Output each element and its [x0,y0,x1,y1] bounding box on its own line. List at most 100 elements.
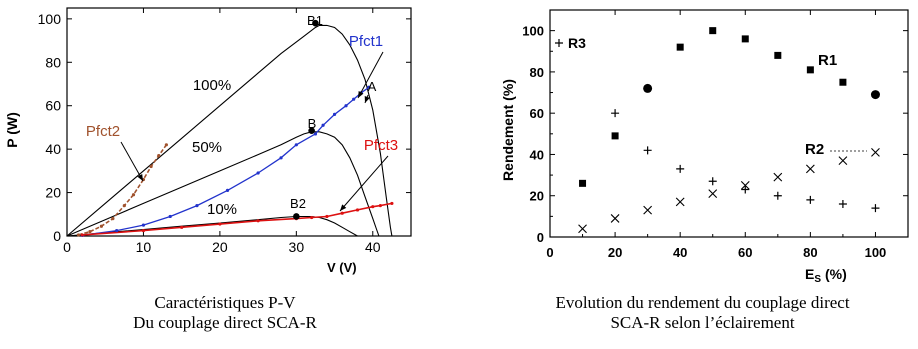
curve-pfct1-point [294,143,298,147]
point-r1 [806,66,814,74]
right-x-axis-label-sub: S [814,274,821,285]
left-annotation-label: 50% [192,139,222,156]
left-y-tick-label: 0 [53,228,61,244]
curve-pfct1-point [344,104,348,108]
left-annotation-label: Pfct1 [349,33,383,50]
legend-r3-label: R3 [568,35,586,51]
point-r1 [709,27,717,35]
curve-pfct3-point [180,225,184,229]
right-y-tick-label: 100 [522,24,544,39]
left-y-tick-label: 20 [45,185,61,201]
point-r2 [610,214,620,223]
curve-pfct3-point [340,211,344,215]
point-r2 [773,172,783,182]
point-r1 [643,83,653,93]
right-x-tick-label: 60 [738,245,752,260]
right-x-axis-label: ES (%) [805,266,847,285]
curve-pfct3-point [141,228,146,233]
curve-pfct1-point [352,97,356,101]
point-r1 [611,132,619,140]
right-plot-frame [549,9,909,238]
right-x-tick-label: 20 [608,245,622,260]
operating-point-b [308,127,315,134]
left-annotation-label: B1 [307,13,323,28]
left-caption: Caractéristiques P-V Du couplage direct … [60,293,390,333]
series-r1-label: R1 [818,52,837,69]
left-caption-line2: Du couplage direct SCA-R [133,313,317,332]
point-r1 [676,43,684,51]
right-y-tick-label: 40 [530,147,544,162]
right-caption-line1: Evolution du rendement du couplage direc… [555,293,850,312]
right-y-tick-label: 20 [530,189,544,204]
legend-r3-marker [555,39,563,47]
right-x-axis-label-unit: (%) [825,266,847,282]
right-caption: Evolution du rendement du couplage direc… [490,293,915,333]
left-x-tick-label: 30 [289,239,305,255]
right-caption-line2: SCA-R selon l’éclairement [610,313,795,332]
left-plot-border [66,7,412,237]
right-x-axis-label-main: E [805,266,814,282]
left-y-tick-label: 80 [45,54,61,70]
annotation-arrow-head [137,174,143,181]
point-r3 [643,146,652,155]
left-x-axis-label: V (V) [327,260,357,275]
series-r2-label: R2 [805,141,824,158]
annotation-arrow-head [358,91,364,98]
curve-pfct1-point [141,223,146,227]
point-r2 [675,197,685,207]
curve-pfct1-point [321,123,325,127]
left-plot-frame [66,7,412,237]
left-annotation-label: Pfct3 [364,137,398,154]
curve-pfct2-point [88,230,92,234]
right-y-tick-label: 60 [530,106,544,121]
point-r2 [805,164,815,174]
right-x-tick-label: 0 [546,245,553,260]
curve-pfct2-point [122,204,126,208]
point-r3 [806,195,815,204]
curve-pfct3-point [218,222,222,226]
right-plot-border [549,9,909,238]
point-r3 [708,177,717,186]
curve-pfct1-point [225,188,230,192]
right-x-tick-label: 80 [803,245,817,260]
right-markers [578,27,880,234]
left-annotations: 100% 50% 10% Pfct1 Pfct2 Pfct3 B1 B B2 A [86,13,398,218]
efficiency-chart: 0 20 40 60 80 100 0 20 40 60 80 100 R3 R1 R2 ES (%) Re… [500,9,909,285]
curve-pfct3-point [310,215,314,220]
annotation-arrow [120,141,144,182]
curve-pfct1-point [168,214,172,219]
left-y-tick-label: 40 [45,141,61,157]
curve-pfct3-point [371,205,375,209]
curve-pfct3-point [256,219,260,223]
left-annotation-label: B [308,116,317,131]
left-annotation-label: 10% [207,201,237,218]
point-r2 [708,189,718,199]
curve-pfct2 [78,144,168,236]
left-x-tick-label: 10 [136,239,152,255]
curve-pfct2-point [99,224,103,228]
curve-50pct [66,131,380,237]
point-r3 [838,199,847,208]
right-axis-ticks: 0 20 40 60 80 100 0 20 40 60 80 100 [522,9,909,260]
point-r1 [741,35,749,43]
point-r3 [741,185,750,194]
point-r2 [740,181,750,190]
pv-characteristics-chart: 0 10 20 30 40 0 20 40 60 80 100 100% 50% 10% Pfct1 Pfc… [4,7,412,275]
left-annotation-label: B2 [290,196,306,211]
right-x-tick-label: 40 [673,245,687,260]
annotation-arrow [357,51,384,99]
point-r1 [579,179,587,187]
left-x-tick-label: 20 [212,239,228,255]
left-annotation-label: 100% [193,77,231,94]
right-x-tick-label: 100 [865,245,887,260]
left-y-tick-label: 100 [38,11,62,27]
annotation-arrow-head [340,204,347,211]
curve-pfct2-point [164,143,168,147]
curve-pfct3-point [378,204,383,208]
right-y-axis-label: Rendement (%) [500,79,516,181]
left-markers [76,19,394,237]
curve-pfct2-point [76,233,81,237]
point-r1 [774,51,782,59]
point-r2 [578,224,587,234]
